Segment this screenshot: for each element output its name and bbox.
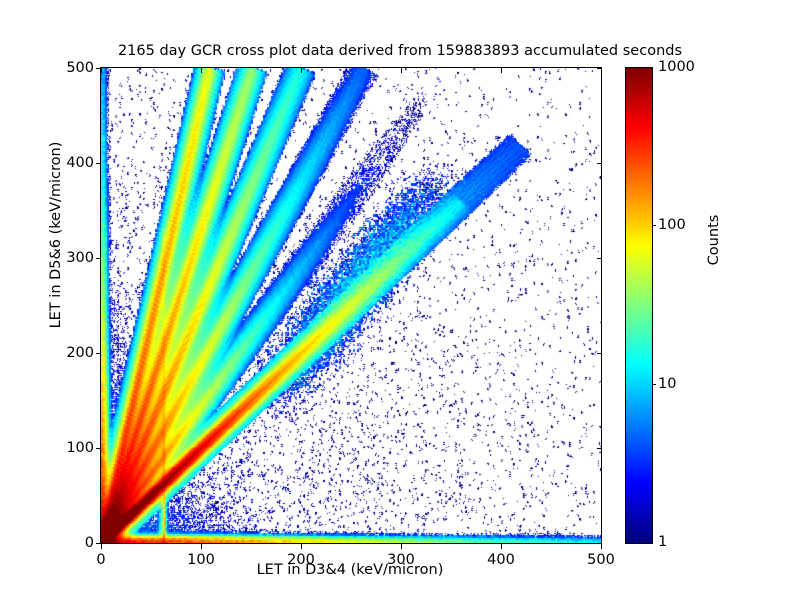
x-tick-mark-top	[401, 68, 402, 73]
x-tick-mark	[201, 544, 202, 549]
main-axes: 0 100 200 300 400 500 0 100 200 300 400 500	[66, 60, 615, 568]
density-heatmap	[101, 68, 601, 543]
x-tick-mark-top	[101, 68, 102, 73]
colorbar-tick-mark	[652, 383, 656, 385]
y-tick-mark-right	[597, 448, 602, 449]
x-tick-label: 300	[387, 552, 415, 568]
x-tick-mark	[101, 544, 102, 549]
x-tick-label: 200	[287, 552, 315, 568]
x-tick-label: 500	[587, 552, 615, 568]
colorbar-tick-label: 100	[658, 217, 686, 234]
y-tick-label: 500	[66, 60, 94, 76]
y-tick-mark	[96, 448, 101, 449]
y-tick-label: 200	[66, 345, 94, 361]
y-tick-mark-right	[597, 543, 602, 544]
x-tick-mark	[501, 544, 502, 549]
colorbar-tick-label: 10	[658, 375, 677, 392]
x-tick-mark-top	[301, 68, 302, 73]
y-tick-mark-right	[597, 68, 602, 69]
colorbar-tick-mark	[652, 225, 656, 227]
y-tick-label: 100	[66, 440, 94, 456]
y-tick-label: 300	[66, 250, 94, 266]
x-tick-label: 400	[487, 552, 515, 568]
colorbar-tick-label: 1	[658, 534, 668, 550]
y-tick-mark	[96, 543, 101, 544]
y-tick-label: 0	[84, 535, 94, 551]
x-tick-mark	[401, 544, 402, 549]
y-tick-mark	[96, 258, 101, 259]
colorbar-gradient	[626, 68, 652, 543]
y-axis-label: LET in D5&6 (keV/micron)	[48, 141, 64, 329]
x-tick-mark-top	[201, 68, 202, 73]
y-tick-mark	[96, 163, 101, 164]
x-tick-mark-top	[501, 68, 502, 73]
x-tick-mark	[601, 544, 602, 549]
x-axis-label: LET in D3&4 (keV/micron)	[256, 562, 444, 578]
plot-title-line-1: 2165 day GCR cross plot data derived fro…	[117, 43, 683, 59]
colorbar-tick-label: 1000	[658, 59, 695, 75]
x-tick-label: 0	[96, 552, 106, 568]
y-tick-mark-right	[597, 258, 602, 259]
x-tick-mark	[301, 544, 302, 549]
y-tick-label: 400	[66, 155, 94, 171]
y-tick-mark	[96, 353, 101, 354]
y-tick-mark	[96, 68, 101, 69]
colorbar-label: Counts	[706, 214, 722, 266]
x-tick-mark-top	[601, 68, 602, 73]
y-tick-mark-right	[597, 163, 602, 164]
x-tick-label: 100	[187, 552, 215, 568]
y-tick-mark-right	[597, 353, 602, 354]
colorbar	[625, 67, 653, 544]
